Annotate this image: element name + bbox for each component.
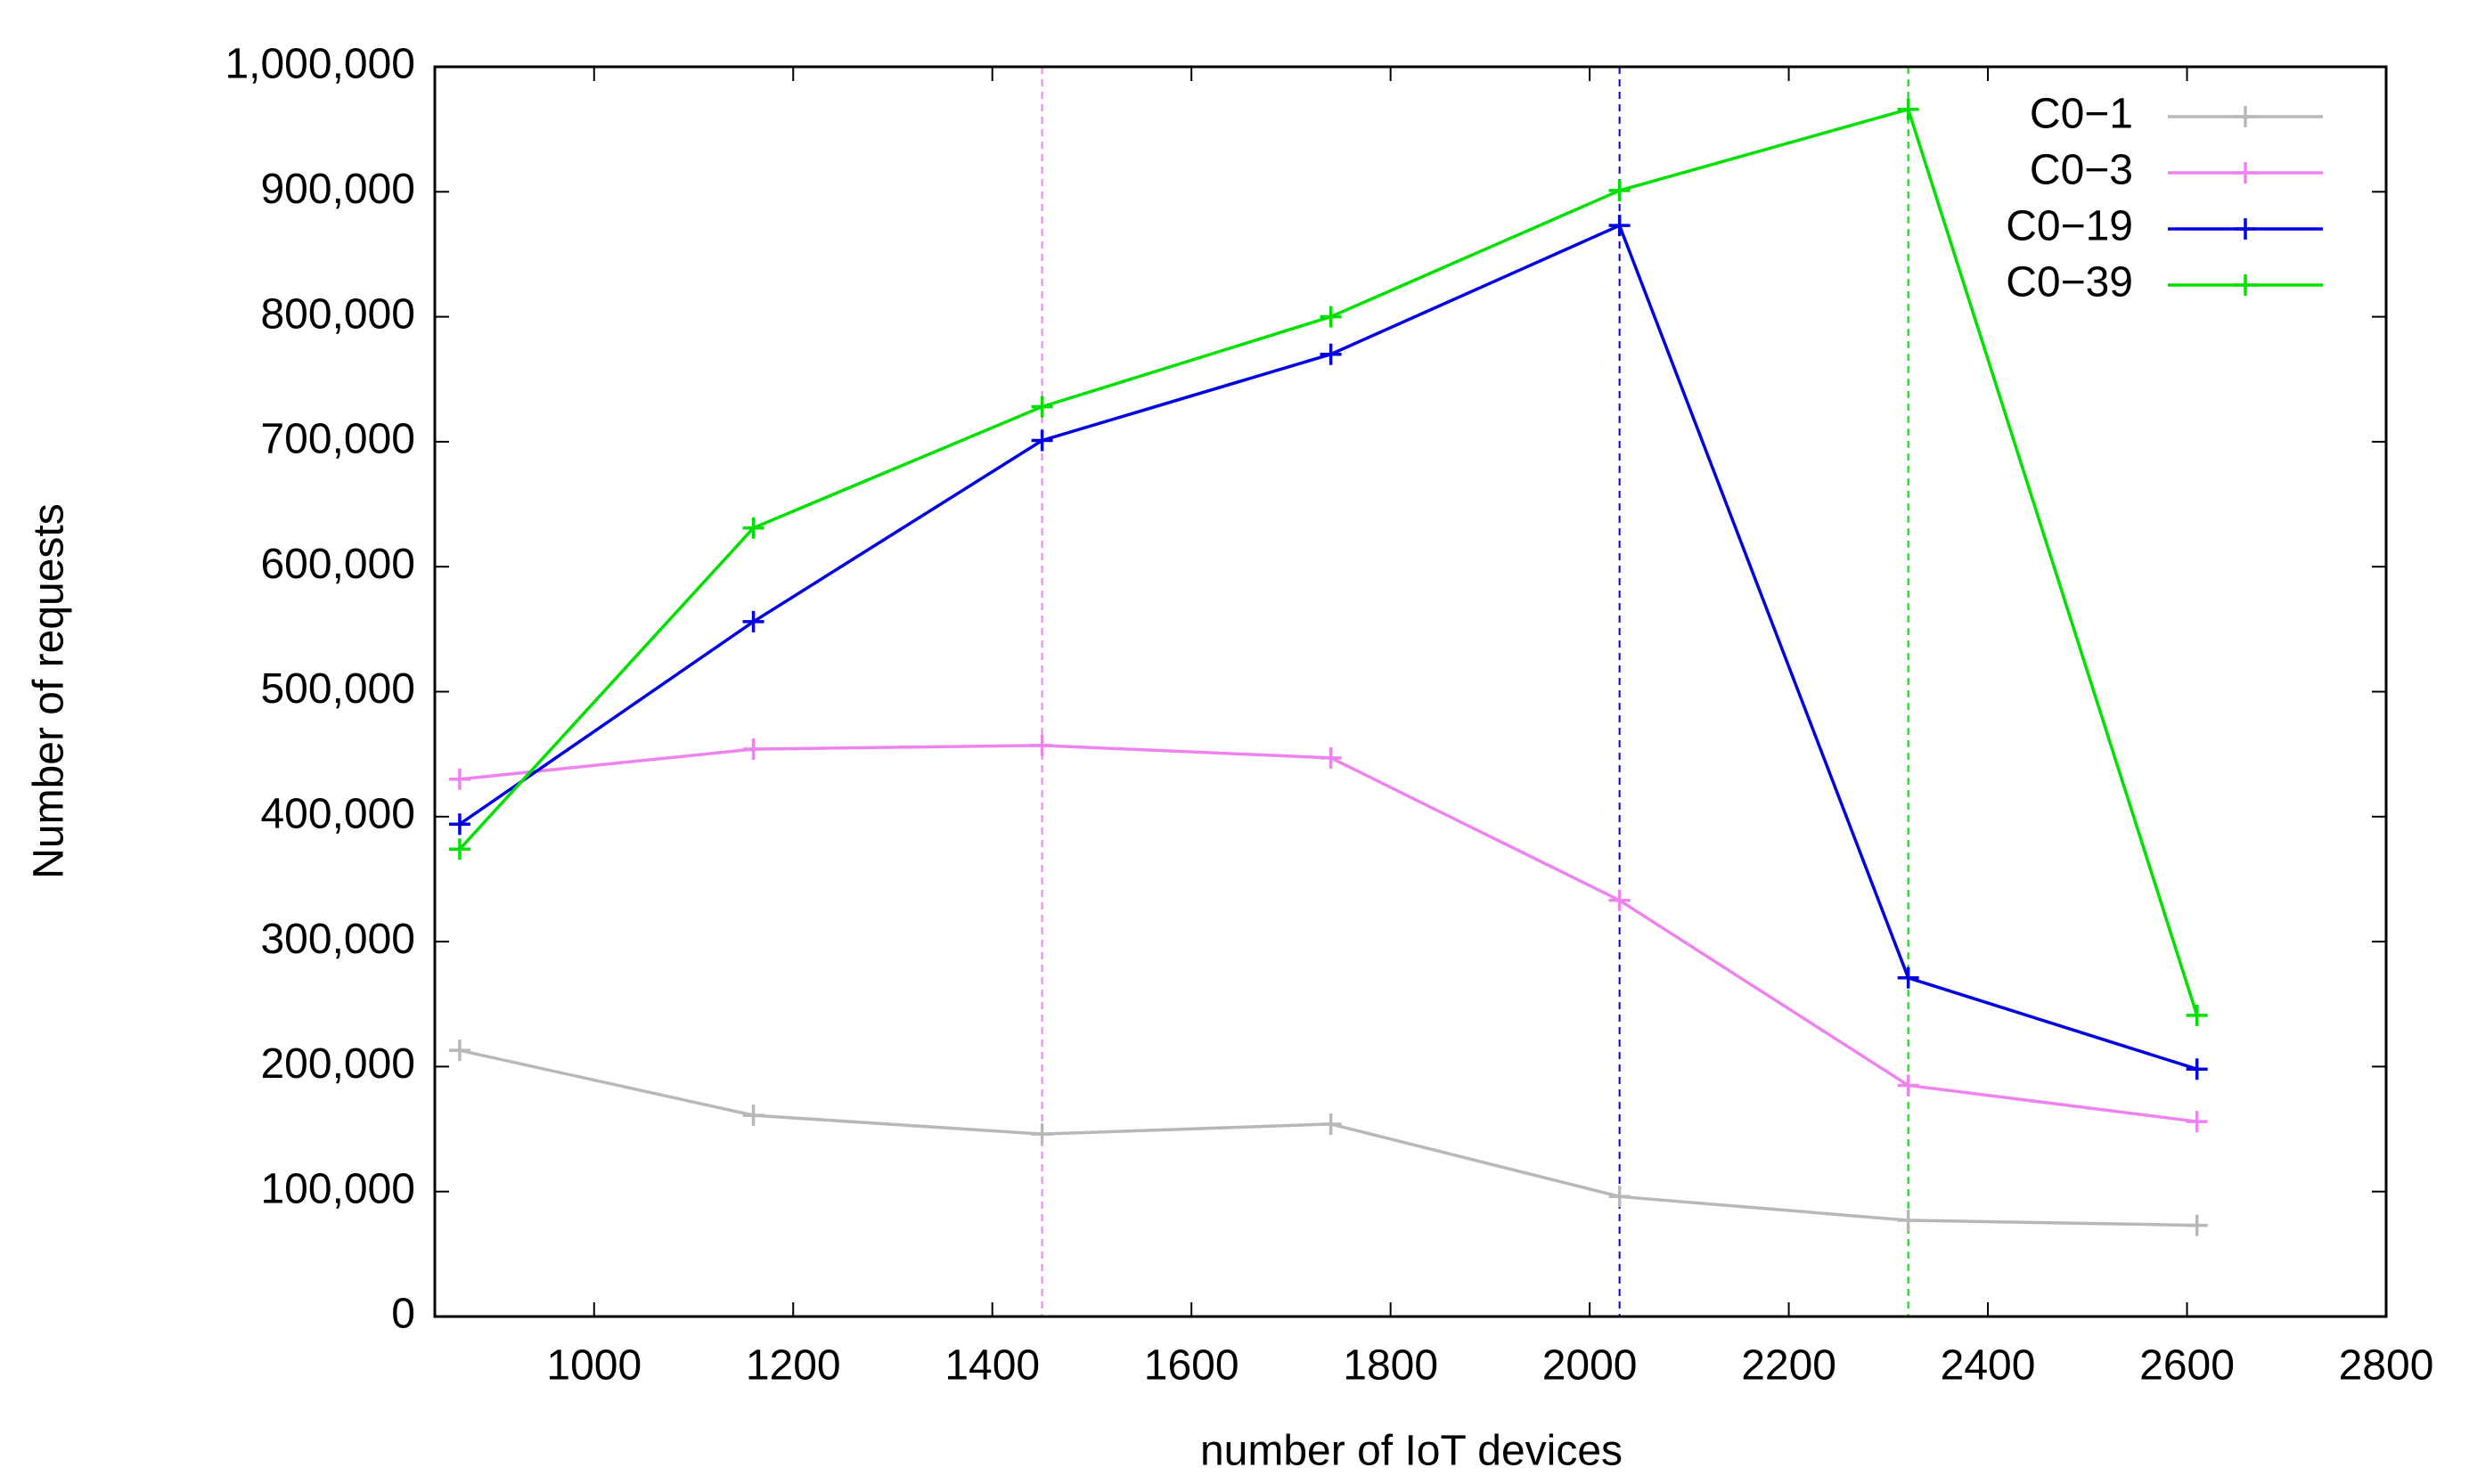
- y-tick-label: 700,000: [260, 416, 415, 463]
- y-tick-label: 500,000: [260, 665, 415, 713]
- plot-frame: [433, 65, 2388, 1318]
- point-marker: [1031, 395, 1053, 418]
- point-marker: [1031, 429, 1053, 452]
- legend-label: C0−1: [2030, 91, 2133, 138]
- y-tick-label: 600,000: [260, 541, 415, 588]
- point-marker: [2186, 1058, 2208, 1080]
- x-tick-label: 1400: [944, 1342, 1040, 1390]
- x-tick-label: 1200: [746, 1342, 841, 1390]
- y-tick-label: 400,000: [260, 790, 415, 837]
- point-marker: [448, 768, 470, 790]
- legend-label: C0−3: [2030, 147, 2133, 194]
- legend-marker: [2235, 218, 2256, 240]
- point-marker: [1897, 1209, 1919, 1231]
- point-marker: [1608, 215, 1631, 237]
- point-marker: [1320, 746, 1342, 769]
- point-marker: [1608, 889, 1631, 911]
- y-tick-label: 100,000: [260, 1165, 415, 1212]
- x-tick-label: 2600: [2139, 1342, 2235, 1390]
- y-tick-label: 0: [391, 1291, 415, 1338]
- point-marker: [742, 738, 764, 761]
- legend-label: C0−39: [2006, 259, 2133, 306]
- x-axis-label: number of IoT devices: [1200, 1428, 1623, 1475]
- legend-marker: [2235, 162, 2256, 183]
- point-marker: [448, 838, 470, 860]
- x-tick-label: 1000: [546, 1342, 642, 1390]
- point-marker: [1320, 306, 1342, 328]
- legend-label: C0−19: [2006, 203, 2133, 250]
- point-marker: [1897, 1074, 1919, 1097]
- point-marker: [448, 813, 470, 836]
- point-marker: [742, 610, 764, 632]
- point-marker: [1031, 734, 1053, 756]
- x-tick-label: 1800: [1343, 1342, 1438, 1390]
- x-tick-label: 1600: [1144, 1342, 1239, 1390]
- y-tick-label: 800,000: [260, 290, 415, 338]
- point-marker: [2186, 1004, 2208, 1026]
- y-axis-label: Number of requests: [26, 503, 73, 879]
- point-marker: [1608, 179, 1631, 201]
- legend-marker: [2235, 106, 2256, 127]
- y-tick-label: 200,000: [260, 1040, 415, 1088]
- x-tick-label: 2800: [2339, 1342, 2434, 1390]
- x-tick-label: 2000: [1542, 1342, 1638, 1390]
- y-tick-label: 1,000,000: [225, 41, 415, 88]
- point-marker: [1320, 343, 1342, 365]
- point-marker: [1897, 98, 1919, 120]
- y-tick-label: 900,000: [260, 166, 415, 213]
- point-marker: [742, 1105, 764, 1127]
- x-tick-label: 2200: [1741, 1342, 1836, 1390]
- y-tick-label: 300,000: [260, 916, 415, 963]
- point-marker: [1608, 1186, 1631, 1208]
- point-marker: [448, 1040, 470, 1062]
- point-marker: [1897, 966, 1919, 989]
- x-tick-label: 2400: [1941, 1342, 2036, 1390]
- point-marker: [1031, 1123, 1053, 1146]
- point-marker: [742, 517, 764, 539]
- point-marker: [2186, 1214, 2208, 1236]
- point-marker: [1320, 1113, 1342, 1135]
- point-marker: [2186, 1111, 2208, 1133]
- legend-marker: [2235, 274, 2256, 296]
